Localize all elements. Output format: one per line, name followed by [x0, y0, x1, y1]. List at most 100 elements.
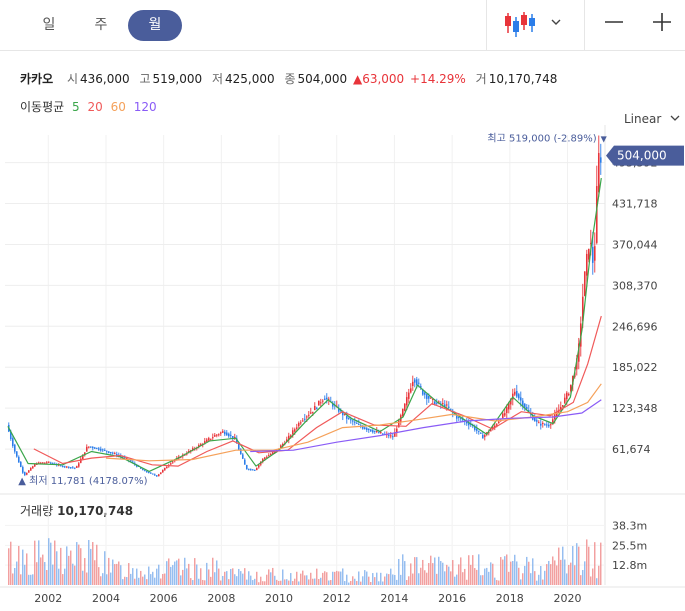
- volume-bar: [552, 556, 554, 585]
- ma-5-line: [7, 178, 602, 473]
- candle-body: [503, 413, 506, 416]
- candle-body: [113, 453, 116, 455]
- volume-bar: [78, 544, 80, 585]
- volume-bar: [298, 581, 300, 585]
- volume-bar: [384, 576, 386, 585]
- volume-bar: [340, 571, 342, 585]
- volume-bar: [98, 567, 100, 585]
- volume-bar: [246, 579, 248, 585]
- volume-bar: [272, 567, 274, 585]
- candle-body: [285, 439, 288, 443]
- candle-body: [49, 462, 52, 464]
- candle-body: [27, 470, 30, 473]
- volume-bar: [596, 578, 598, 585]
- candle-body: [199, 444, 202, 446]
- zoom-in-button[interactable]: [648, 0, 678, 50]
- candle-body: [501, 413, 504, 419]
- volume-bar: [250, 575, 252, 585]
- volume-bar: [328, 580, 330, 585]
- volume-tick-label: 25.5m: [612, 539, 647, 552]
- volume-bar: [226, 571, 228, 585]
- volume-bar: [504, 556, 506, 585]
- volume-bar: [370, 581, 372, 585]
- candle-body: [443, 404, 446, 408]
- volume-bar: [600, 542, 602, 585]
- volume-bar: [28, 574, 30, 585]
- tab-monthly[interactable]: 월: [128, 10, 182, 41]
- candle-body: [509, 398, 512, 405]
- up-triangle-icon: ▲: [352, 72, 363, 86]
- zoom-out-button[interactable]: [600, 0, 630, 50]
- volume-bar: [598, 565, 600, 585]
- volume-bar: [240, 571, 242, 585]
- volume-bar: [144, 574, 146, 585]
- volume-bar: [310, 572, 312, 585]
- y-tick-label: 308,370: [612, 279, 658, 292]
- candle-body: [569, 384, 572, 392]
- candle-body: [77, 463, 80, 467]
- close-label: 종: [284, 72, 296, 86]
- candle-body: [551, 419, 554, 423]
- volume-bar: [510, 561, 512, 585]
- candle-body: [215, 434, 218, 436]
- candle-body: [475, 428, 478, 431]
- volume-bar: [494, 577, 496, 585]
- candle-body: [387, 435, 390, 437]
- candle-body: [203, 441, 206, 444]
- low-value: 425,000: [225, 72, 275, 86]
- volume-bar: [170, 566, 172, 585]
- volume-bar: [140, 570, 142, 585]
- tab-weekly[interactable]: 주: [94, 17, 108, 33]
- y-tick-label: 185,022: [612, 361, 658, 374]
- candle-body: [361, 426, 364, 429]
- candle-body: [523, 403, 526, 409]
- volume-bar: [484, 568, 486, 585]
- volume-bar: [514, 554, 516, 585]
- candle-body: [245, 465, 248, 470]
- candle-body: [375, 431, 378, 433]
- tab-daily[interactable]: 일: [42, 17, 56, 33]
- volume-bar: [248, 571, 250, 585]
- candle-body: [13, 444, 16, 452]
- volume-bar: [288, 580, 290, 585]
- y-tick-label: 370,044: [612, 238, 658, 251]
- volume-bar: [40, 557, 42, 585]
- candle-body: [567, 393, 570, 396]
- candle-body: [165, 466, 168, 469]
- candle-body: [225, 432, 228, 436]
- candle-body: [111, 452, 114, 454]
- minus-icon: [605, 21, 623, 23]
- volume-bar: [362, 576, 364, 585]
- chart-type-button[interactable]: [496, 0, 576, 50]
- candle-body: [489, 429, 492, 432]
- candle-body: [205, 439, 208, 442]
- candle-body: [395, 428, 398, 433]
- volume-bar: [232, 568, 234, 585]
- volume-bar: [470, 564, 472, 585]
- candle-body: [389, 435, 392, 437]
- candle-body: [105, 450, 108, 452]
- volume-bar: [444, 571, 446, 585]
- volume-bar: [554, 560, 556, 585]
- volume-bar: [548, 560, 550, 585]
- volume-bar: [96, 544, 98, 585]
- candle-body: [547, 424, 550, 427]
- volume-bar: [64, 568, 66, 585]
- candle-body: [293, 429, 296, 432]
- scale-selector[interactable]: Linear: [624, 112, 681, 126]
- volume-bar: [178, 558, 180, 585]
- volume-bar: [60, 547, 62, 585]
- candle-body: [377, 432, 380, 434]
- volume-bar: [24, 564, 26, 585]
- volume-bar: [448, 566, 450, 585]
- candle-body: [419, 386, 422, 388]
- candle-body: [589, 242, 592, 244]
- volume-bar: [374, 577, 376, 585]
- volume-bar: [508, 571, 510, 585]
- candle-body: [85, 446, 88, 452]
- candle-body: [155, 475, 158, 477]
- volume-bar: [520, 579, 522, 585]
- volume-bar: [254, 578, 256, 585]
- volume-bar: [124, 576, 126, 585]
